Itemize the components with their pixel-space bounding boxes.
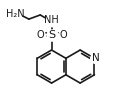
Text: O: O [36, 30, 44, 40]
Text: NH: NH [44, 15, 59, 25]
Text: H₂N: H₂N [6, 9, 25, 19]
Text: O: O [59, 30, 67, 40]
Text: S: S [48, 30, 55, 40]
Text: N: N [92, 53, 99, 63]
